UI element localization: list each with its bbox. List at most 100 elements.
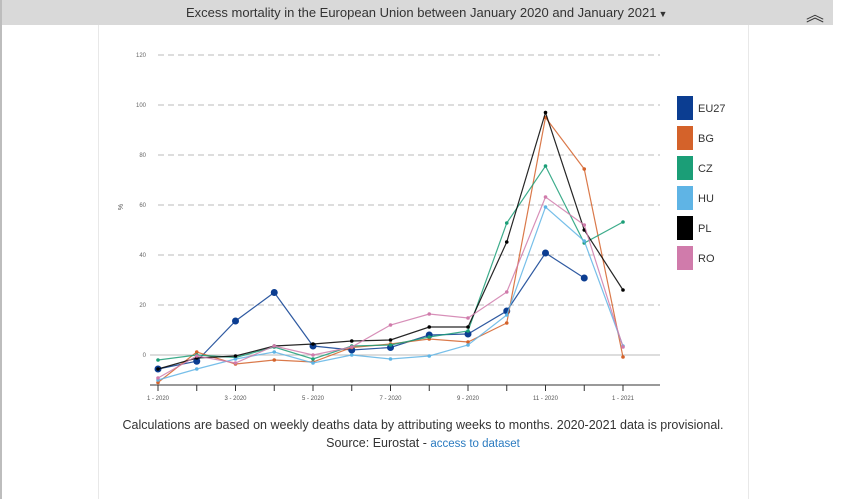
data-point-pl — [621, 288, 625, 292]
data-point-bg — [621, 355, 625, 359]
data-point-pl — [427, 325, 432, 329]
data-point-pl — [543, 110, 548, 115]
data-point-ro — [233, 361, 238, 365]
data-point-pl — [388, 338, 393, 342]
legend-swatch-pl — [677, 216, 693, 240]
y-tick-label: 20 — [139, 303, 146, 309]
data-point-hu — [388, 357, 393, 361]
data-point-hu — [233, 357, 238, 361]
y-tick-label: 80 — [139, 153, 146, 159]
left-border — [0, 0, 2, 499]
data-point-eu27 — [232, 317, 239, 325]
legend-label-eu27: EU27 — [698, 103, 726, 115]
chart-title: Excess mortality in the European Union b… — [186, 5, 657, 20]
x-tick-label: 1 - 2021 — [612, 396, 635, 402]
data-point-ro — [156, 376, 160, 380]
data-point-pl — [156, 367, 160, 371]
data-point-ro — [311, 353, 315, 357]
y-tick-label: 100 — [136, 103, 147, 109]
x-tick-label: 11 - 2020 — [533, 396, 559, 402]
legend-swatch-ro — [677, 246, 693, 270]
y-tick-label: 0 — [143, 353, 147, 359]
chart-title-dropdown[interactable]: Excess mortality in the European Union b… — [186, 5, 667, 20]
series-line-eu27 — [157, 252, 585, 370]
data-point-bg — [582, 167, 587, 171]
data-point-ro — [194, 354, 199, 358]
data-point-bg — [466, 340, 470, 344]
series-line-cz — [157, 164, 624, 361]
data-point-ro — [504, 290, 509, 294]
x-tick-label: 5 - 2020 — [302, 396, 325, 402]
x-tick-label: 3 - 2020 — [224, 396, 247, 402]
data-point-cz — [466, 329, 470, 333]
title-bar[interactable]: Excess mortality in the European Union b… — [2, 0, 833, 25]
data-point-pl — [311, 342, 315, 346]
data-point-hu — [427, 354, 432, 358]
data-point-cz — [543, 164, 548, 168]
data-point-eu27 — [580, 274, 588, 282]
double-chevron-up-icon[interactable]: ︽ — [806, 5, 824, 25]
data-point-ro — [388, 323, 393, 327]
data-point-ro — [621, 345, 625, 349]
data-point-ro — [272, 344, 277, 348]
data-point-hu — [543, 205, 548, 209]
x-tick-label: 9 - 2020 — [457, 396, 480, 402]
data-point-bg — [194, 350, 199, 354]
data-point-bg — [272, 358, 277, 362]
y-tick-label: 120 — [136, 53, 147, 59]
data-point-bg — [504, 321, 509, 325]
data-point-eu27 — [542, 249, 549, 257]
data-point-eu27 — [193, 357, 201, 365]
y-axis-label: % — [118, 204, 125, 210]
data-point-hu — [194, 367, 199, 371]
data-point-hu — [504, 313, 509, 317]
y-tick-label: 40 — [139, 253, 146, 259]
data-point-cz — [388, 343, 393, 347]
data-point-ro — [427, 312, 432, 316]
data-point-hu — [272, 350, 277, 354]
data-point-hu — [582, 239, 587, 243]
legend-swatch-bg — [677, 126, 693, 150]
data-point-eu27 — [464, 330, 472, 338]
line-chart: 0 20 40 60 80 100 120% 1 - 2020 3 - 2020 5 - 2020… — [118, 53, 726, 402]
legend-label-cz: CZ — [698, 163, 713, 175]
legend-swatch-hu — [677, 186, 693, 210]
legend-label-pl: PL — [698, 223, 711, 235]
data-point-ro — [543, 195, 548, 199]
data-point-cz — [621, 220, 625, 224]
legend-label-bg: BG — [698, 133, 714, 145]
caret-down-icon: ▼ — [658, 9, 668, 19]
series-line-pl — [157, 110, 624, 370]
data-point-cz — [504, 221, 509, 225]
data-point-eu27 — [270, 289, 278, 296]
data-point-ro — [349, 345, 354, 349]
data-point-bg — [156, 380, 160, 385]
data-point-ro — [582, 223, 587, 227]
data-point-eu27 — [387, 344, 394, 351]
calculation-note: Calculations are based on weekly deaths … — [122, 418, 724, 432]
panel-border-left — [98, 25, 99, 499]
data-point-ro — [466, 316, 470, 320]
data-point-hu — [311, 361, 315, 365]
legend-label-hu: HU — [698, 193, 714, 205]
dataset-link[interactable]: access to dataset — [430, 438, 520, 450]
data-point-cz — [156, 358, 160, 362]
x-tick-label: 1 - 2020 — [147, 396, 170, 402]
data-point-cz — [311, 357, 315, 361]
data-point-pl — [466, 325, 470, 329]
source-label: Source: Eurostat - — [326, 436, 431, 450]
legend-label-ro: RO — [698, 253, 715, 265]
legend-swatch-eu27 — [677, 96, 693, 120]
data-point-hu — [349, 353, 354, 357]
source-line: Source: Eurostat - access to dataset — [98, 436, 748, 450]
x-tick-label: 7 - 2020 — [379, 396, 402, 402]
panel-border-right — [748, 25, 749, 499]
legend-swatch-cz — [677, 156, 693, 180]
data-point-hu — [466, 343, 470, 347]
data-point-pl — [349, 339, 354, 343]
y-tick-label: 60 — [139, 203, 146, 209]
data-point-pl — [233, 354, 238, 358]
series-line-hu — [157, 205, 624, 381]
data-point-cz — [427, 335, 432, 339]
data-point-pl — [504, 240, 509, 244]
